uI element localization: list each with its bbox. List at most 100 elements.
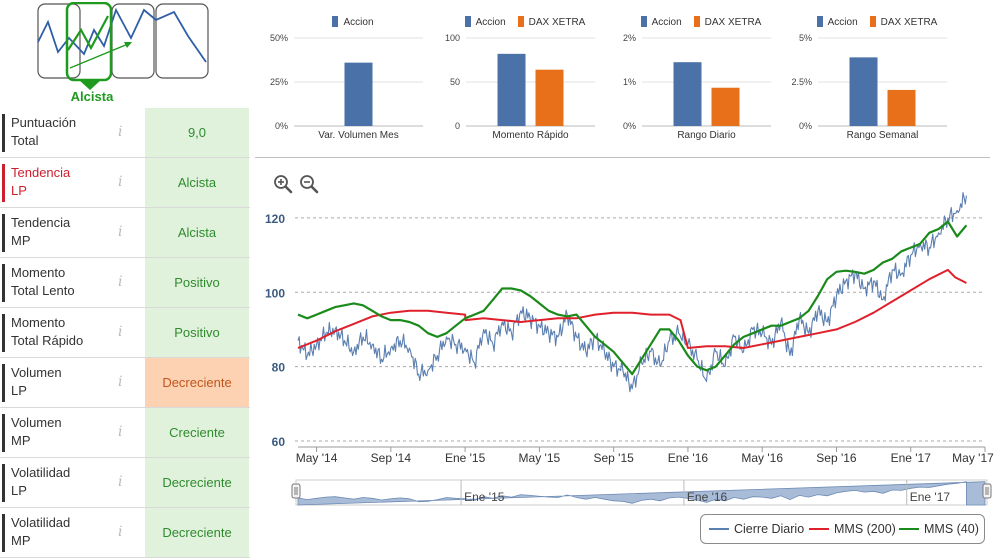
series-mms40-line[interactable] (297, 220, 968, 376)
metric-row: Momento Total Lento i Positivo (0, 258, 250, 308)
metric-row: Momento Total Rápido i Positivo (0, 308, 250, 358)
mini-legend-swatch (517, 16, 524, 27)
legend-item-close[interactable]: Cierre Diario (709, 522, 804, 538)
mini-chart-title: Var. Volumen Mes (318, 130, 398, 141)
section-divider (255, 157, 990, 158)
mini-chart-legend: Accion DAX XETRA (616, 12, 786, 30)
x-tick-label: Ene '15 (445, 451, 486, 465)
x-tick-label: Ene '16 (668, 451, 709, 465)
mini-legend-item[interactable]: Accion (640, 16, 682, 28)
metric-value: Decreciente (145, 358, 249, 407)
legend-item-mms200[interactable]: MMS (200) (809, 522, 896, 538)
info-icon[interactable]: i (118, 324, 123, 340)
navigator-handle[interactable] (291, 483, 301, 499)
mini-legend-label: Accion (827, 17, 858, 28)
mini-tick-label: 50 (450, 77, 460, 87)
info-icon[interactable]: i (118, 524, 123, 540)
metric-name: Momento Total Rápido (2, 314, 142, 352)
series-mms200-line[interactable] (297, 268, 967, 349)
legend-item-mms40[interactable]: MMS (40) (899, 522, 979, 538)
info-icon[interactable]: i (118, 424, 123, 440)
metric-name: Volatilidad LP (2, 464, 142, 502)
mini-tick-label: 2.5% (792, 77, 812, 87)
info-icon[interactable]: i (118, 274, 123, 290)
trend-card-4 (155, 3, 209, 79)
series-close-line[interactable] (297, 192, 967, 393)
metric-value: Decreciente (145, 508, 249, 557)
mini-tick-label: 50% (270, 33, 288, 43)
metric-value: Decreciente (145, 458, 249, 507)
info-icon[interactable]: i (118, 174, 123, 190)
mini-bar[interactable] (887, 89, 916, 126)
metric-value: Creciente (145, 408, 249, 457)
mini-bar[interactable] (711, 87, 740, 126)
scorecard-panel: Alcista Puntuación Total i 9,0 Tendencia LP… (0, 0, 250, 560)
trend-arrow-head-icon (124, 42, 132, 48)
mini-bar[interactable] (673, 62, 702, 126)
metric-row: Tendencia MP i Alcista (0, 208, 250, 258)
zoom-out-icon[interactable] (299, 174, 319, 194)
y-tick-label: 80 (272, 361, 286, 375)
mini-tick-label: 1% (623, 77, 636, 87)
x-tick-label: Sep '14 (371, 451, 412, 465)
mini-legend-swatch (693, 16, 700, 27)
legend-swatch-mms40 (899, 528, 919, 530)
mini-tick-label: 100 (445, 33, 460, 43)
zoom-in-icon[interactable] (273, 174, 293, 194)
legend-swatch-mms200 (809, 528, 829, 530)
metric-value: Positivo (145, 308, 249, 357)
mini-chart-plot: 2% 1% 0% Rango Diario (623, 33, 771, 141)
navigator-area (297, 481, 986, 506)
mini-legend-label: Accion (651, 17, 682, 28)
mini-tick-label: 5% (799, 33, 812, 43)
mini-chart-title: Rango Diario (677, 130, 736, 141)
navigator-handle[interactable] (982, 483, 992, 499)
mini-tick-label: 0% (623, 121, 636, 131)
metric-name: Momento Total Lento (2, 264, 142, 302)
x-tick-label: Sep '16 (816, 451, 857, 465)
metric-name: Volumen LP (2, 364, 142, 402)
mini-bar[interactable] (497, 53, 526, 127)
mini-legend-item[interactable]: DAX XETRA (693, 16, 761, 28)
info-icon[interactable]: i (118, 374, 123, 390)
mini-chart-plot: 100 50 0 Momento Rápido (445, 33, 595, 141)
mini-legend-label: Accion (475, 17, 506, 28)
mini-legend-swatch (332, 16, 339, 27)
mini-legend-swatch (869, 16, 876, 27)
metric-value: Alcista (145, 208, 249, 257)
mini-legend-item[interactable]: Accion (332, 16, 374, 28)
x-tick-label: May '17 (952, 451, 994, 465)
x-tick-label: Sep '15 (593, 451, 634, 465)
legend-swatch-close (709, 528, 729, 530)
mini-bar[interactable] (344, 62, 373, 126)
info-icon[interactable]: i (118, 474, 123, 490)
info-icon[interactable]: i (118, 224, 123, 240)
navigator-label: Ene '15 (464, 490, 505, 504)
mini-legend-item[interactable]: Accion (464, 16, 506, 28)
x-tick-label: May '15 (519, 451, 561, 465)
metric-name: Tendencia LP (2, 164, 142, 202)
y-tick-label: 100 (265, 286, 285, 300)
mini-chart-title: Rango Semanal (847, 130, 919, 141)
trend-label: Alcista (70, 89, 114, 104)
mini-legend-swatch (816, 16, 823, 27)
mini-chart-plot: 5% 2.5% 0% Rango Semanal (791, 33, 947, 141)
mini-bar[interactable] (535, 69, 564, 126)
mini-legend-label: Accion (343, 17, 374, 28)
mini-legend-item[interactable]: DAX XETRA (869, 16, 937, 28)
price-chart[interactable]: 120 100 80 60 May '14 Sep '14 Ene '15 May '15 Se… (255, 160, 995, 560)
mini-chart-legend: Accion DAX XETRA (792, 12, 962, 30)
mini-legend-item[interactable]: Accion (816, 16, 858, 28)
legend-label-close: Cierre Diario (734, 522, 805, 536)
mini-legend-item[interactable]: DAX XETRA (517, 16, 586, 28)
metric-value: Positivo (145, 258, 249, 307)
mini-bar[interactable] (849, 57, 878, 126)
mini-chart-title: Momento Rápido (492, 130, 569, 141)
metric-name: Puntuación Total (2, 114, 142, 152)
mini-chart: 50% 25% 0% Var. Volumen Mes Accion (268, 0, 438, 150)
mini-legend-label: DAX XETRA (528, 17, 586, 28)
info-icon[interactable]: i (118, 124, 123, 140)
trend-badge (37, 2, 209, 90)
mini-tick-label: 25% (270, 77, 288, 87)
metric-row: Tendencia LP i Alcista (0, 158, 250, 208)
